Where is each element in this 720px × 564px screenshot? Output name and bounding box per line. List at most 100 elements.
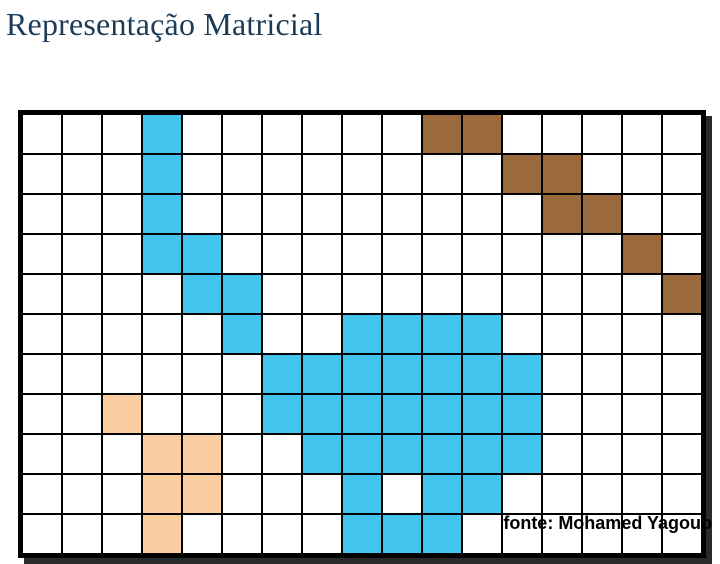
grid-cell	[382, 274, 422, 314]
grid-cell	[622, 474, 662, 514]
grid-cell	[22, 114, 62, 154]
grid-cell	[662, 434, 702, 474]
grid-cell	[302, 514, 342, 554]
grid-cell	[302, 474, 342, 514]
grid-cell	[622, 314, 662, 354]
grid-cell	[422, 234, 462, 274]
grid-cell	[62, 274, 102, 314]
grid-cell	[22, 314, 62, 354]
grid-cell	[302, 354, 342, 394]
grid-cell	[462, 434, 502, 474]
grid-cell	[542, 354, 582, 394]
grid-cell	[542, 234, 582, 274]
grid-cell	[302, 394, 342, 434]
grid-cell	[662, 194, 702, 234]
grid-cell	[382, 234, 422, 274]
grid-cell	[582, 274, 622, 314]
grid-cell	[382, 194, 422, 234]
grid-cell	[342, 514, 382, 554]
grid-cell	[142, 154, 182, 194]
grid-cell	[62, 514, 102, 554]
grid-cell	[542, 154, 582, 194]
grid-cell	[422, 394, 462, 434]
grid-cell	[182, 274, 222, 314]
grid-cell	[382, 354, 422, 394]
grid-cell	[222, 154, 262, 194]
grid-cell	[382, 114, 422, 154]
grid-cell	[102, 114, 142, 154]
grid-cell	[102, 394, 142, 434]
grid-cell	[222, 474, 262, 514]
grid-cell	[262, 154, 302, 194]
grid-cell	[222, 354, 262, 394]
grid-cell	[622, 194, 662, 234]
grid-cell	[582, 354, 622, 394]
grid-cell	[102, 234, 142, 274]
grid-cell	[622, 274, 662, 314]
grid-cell	[382, 434, 422, 474]
grid-cell	[222, 274, 262, 314]
grid-cell	[582, 234, 622, 274]
grid-cell	[302, 274, 342, 314]
grid-cell	[22, 514, 62, 554]
grid-cell	[262, 394, 302, 434]
grid-cell	[382, 514, 422, 554]
grid-cell	[302, 434, 342, 474]
grid-cell	[62, 114, 102, 154]
grid-cell	[182, 394, 222, 434]
grid-cell	[662, 394, 702, 434]
grid-cell	[342, 434, 382, 474]
grid-cell	[262, 514, 302, 554]
grid-cell	[422, 474, 462, 514]
grid-cell	[102, 274, 142, 314]
grid-cell	[22, 194, 62, 234]
grid-cell	[582, 394, 622, 434]
grid-cell	[542, 474, 582, 514]
grid-cell	[102, 354, 142, 394]
grid-cell	[302, 194, 342, 234]
grid-cell	[622, 434, 662, 474]
grid-cell	[342, 274, 382, 314]
grid-cell	[222, 194, 262, 234]
grid-cell	[182, 114, 222, 154]
grid-cell	[182, 314, 222, 354]
grid-cell	[342, 314, 382, 354]
grid-cell	[662, 354, 702, 394]
grid-cell	[462, 394, 502, 434]
grid-cell	[262, 114, 302, 154]
grid-cell	[462, 234, 502, 274]
grid-cell	[382, 394, 422, 434]
grid-cell	[622, 114, 662, 154]
grid-cell	[662, 114, 702, 154]
grid-cell	[182, 194, 222, 234]
grid-cell	[262, 274, 302, 314]
grid-cell	[342, 234, 382, 274]
grid-cell	[462, 514, 502, 554]
grid-cell	[662, 474, 702, 514]
grid-cell	[62, 314, 102, 354]
grid-cell	[502, 234, 542, 274]
grid-cell	[102, 194, 142, 234]
grid-cell	[462, 274, 502, 314]
grid-cell	[142, 314, 182, 354]
grid-cell	[502, 394, 542, 434]
grid-cell	[182, 474, 222, 514]
grid-cell	[542, 114, 582, 154]
grid-cell	[62, 474, 102, 514]
grid-cell	[422, 514, 462, 554]
grid-cell	[142, 274, 182, 314]
grid-cell	[542, 274, 582, 314]
grid-cell	[262, 234, 302, 274]
grid-cell	[422, 114, 462, 154]
grid-cell	[422, 154, 462, 194]
grid-cell	[102, 514, 142, 554]
grid-cell	[142, 114, 182, 154]
grid-cell	[542, 314, 582, 354]
grid-cell	[422, 314, 462, 354]
grid-cell	[222, 114, 262, 154]
grid-cell	[422, 434, 462, 474]
grid-cell	[462, 474, 502, 514]
grid-cell	[342, 474, 382, 514]
grid-cell	[422, 354, 462, 394]
grid-cell	[542, 394, 582, 434]
